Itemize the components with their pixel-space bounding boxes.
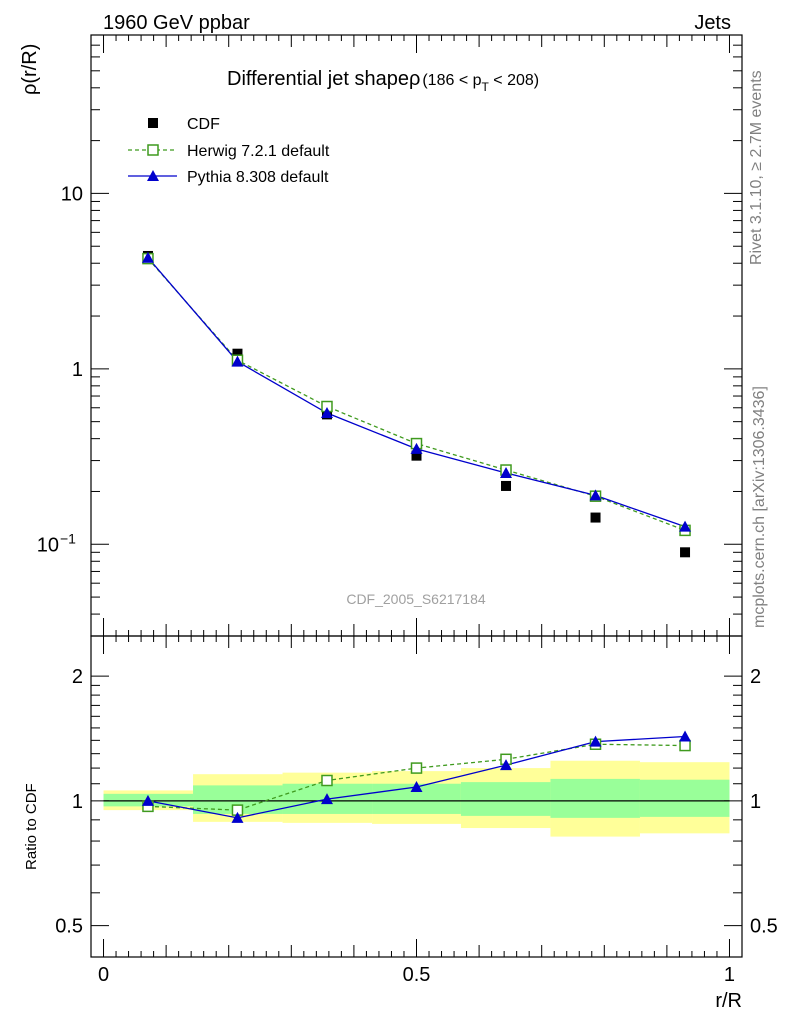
ratio-bands bbox=[103, 760, 730, 837]
pythia-ratio-point bbox=[679, 730, 692, 742]
legend-label-herwig: Herwig 7.2.1 default bbox=[187, 143, 330, 160]
header-right: Jets bbox=[694, 12, 731, 34]
ratio-ytick-label-left: 0.5 bbox=[55, 916, 83, 938]
xlabel: r/R bbox=[715, 990, 742, 1012]
pythia-ratio-point bbox=[500, 759, 513, 771]
pythia-line bbox=[147, 257, 686, 528]
ratio-ytick-label-right: 0.5 bbox=[750, 916, 778, 938]
main-ylabel: ρ(r/R) bbox=[19, 44, 41, 95]
legend-label-cdf: CDF bbox=[187, 116, 220, 133]
legend-marker-pythia bbox=[147, 170, 159, 181]
pythia-ratio-point bbox=[410, 781, 423, 793]
pythia-point bbox=[500, 466, 513, 478]
cdf-point bbox=[411, 450, 422, 461]
herwig-ratio-point bbox=[679, 739, 691, 752]
main-title: Differential jet shapeρ (186 < pT < 208) bbox=[227, 68, 539, 94]
cdf-point bbox=[680, 547, 691, 558]
pythia-ratio-point bbox=[141, 794, 154, 806]
herwig-ratio-point bbox=[321, 774, 333, 787]
main-ytick-label: 10 bbox=[37, 534, 59, 556]
band-inner bbox=[639, 779, 730, 817]
pythia-point bbox=[320, 407, 333, 419]
ratio-ytick-label-right: 1 bbox=[750, 791, 761, 813]
legend-label-pythia: Pythia 8.308 default bbox=[187, 169, 329, 186]
pythia-ratio-point bbox=[231, 811, 244, 823]
ratio-ytick-label-right: 2 bbox=[750, 666, 761, 688]
main-ytick-label: 1 bbox=[72, 359, 83, 381]
pythia-ratio-point bbox=[589, 735, 602, 747]
pythia-point bbox=[589, 489, 602, 501]
ratio-xtick-label: 0 bbox=[98, 964, 109, 986]
ratio-xtick-label: 1 bbox=[724, 964, 735, 986]
legend: CDF Herwig 7.2.1 default Pythia 8.308 de… bbox=[128, 116, 330, 186]
cdf-point bbox=[501, 480, 512, 491]
herwig-ratio-point bbox=[410, 762, 423, 774]
band-inner bbox=[460, 782, 551, 816]
legend-marker-cdf bbox=[148, 118, 158, 128]
cdf-point bbox=[590, 512, 601, 523]
cdf-point bbox=[232, 348, 243, 359]
ratio-ytick-label-left: 2 bbox=[72, 666, 83, 688]
ratio-ytick-label-left: 1 bbox=[72, 791, 83, 813]
ratio-panel-curves bbox=[141, 730, 692, 823]
ratio-xtick-label: 0.5 bbox=[403, 964, 431, 986]
main-ytick-label: 10 bbox=[61, 183, 83, 205]
ratio-ylabel: Ratio to CDF bbox=[23, 783, 40, 870]
rivet-label: Rivet 3.1.10, ≥ 2.7M events bbox=[748, 70, 765, 265]
pythia-ratio-point bbox=[320, 793, 333, 805]
main-ytick-label-exponent: −1 bbox=[60, 530, 76, 546]
legend-marker-herwig bbox=[147, 144, 159, 156]
pythia-point bbox=[410, 442, 423, 454]
pythia-point bbox=[679, 520, 692, 532]
header-left: 1960 GeV ppbar bbox=[103, 12, 250, 34]
herwig-line bbox=[147, 258, 686, 531]
band-inner bbox=[550, 778, 640, 818]
watermark: CDF_2005_S6217184 bbox=[346, 591, 486, 607]
pythia-point bbox=[231, 355, 244, 367]
pythia-point bbox=[141, 251, 154, 263]
ratio-panel-frame: 2 2 1 1 0.5 0.5 0 0.5 1 bbox=[55, 635, 778, 986]
mcplots-label: mcplots.cern.ch [arXiv:1306.3436] bbox=[751, 386, 768, 628]
main-panel-curves bbox=[141, 250, 692, 558]
